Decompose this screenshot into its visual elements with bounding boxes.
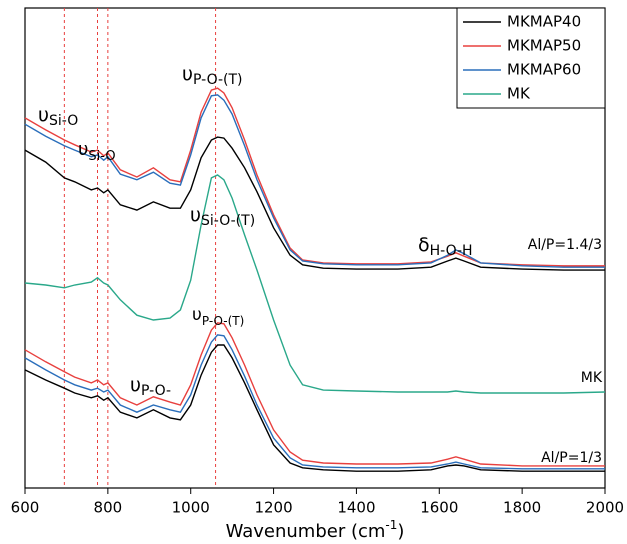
x-axis-label-text: Wavenumber (cm: [226, 521, 386, 542]
spectrum-line: [24, 94, 605, 268]
x-axis-label-sup: -1: [385, 518, 397, 532]
annotation-symbol: υ: [182, 63, 193, 85]
spectrum-line: [24, 174, 606, 394]
annotation-symbol: υ: [38, 104, 49, 126]
spectrum-line: [24, 136, 605, 271]
group-label: MK: [581, 370, 603, 386]
plot-frame: [24, 7, 606, 489]
legend-label: MKMAP60: [507, 61, 581, 79]
annotation-symbol: υ: [192, 305, 202, 325]
annotation: υSi-O: [78, 139, 116, 164]
annotation-subscript: P-O-: [141, 383, 171, 399]
annotation: υSi-O-(T): [190, 204, 255, 230]
legend-label: MKMAP50: [507, 37, 581, 55]
spectrum-line: [24, 322, 605, 467]
x-tick-label: 1800: [503, 499, 541, 517]
annotation: υP-O-(T): [192, 305, 244, 328]
x-tick-label: 1600: [420, 499, 458, 517]
annotation: υP-O-: [130, 374, 171, 400]
annotation: δH-O-H: [418, 234, 473, 260]
x-tick-label: 2000: [586, 499, 624, 517]
annotation: υSi-O: [38, 104, 78, 130]
annotation-subscript: P-O-(T): [202, 314, 244, 328]
legend-label: MK: [507, 85, 531, 103]
annotation-symbol: δ: [418, 234, 430, 256]
legend-label: MKMAP40: [507, 13, 581, 31]
x-tick-label: 600: [11, 499, 40, 517]
annotation-symbol: υ: [130, 374, 141, 396]
x-tick-label: 800: [94, 499, 123, 517]
spectrum-line: [24, 334, 605, 470]
group-label: Al/P=1/3: [541, 450, 602, 466]
annotation-subscript: Si-O: [49, 113, 78, 129]
legend-box: [456, 7, 606, 109]
annotation-subscript: Si-O: [88, 149, 115, 164]
x-tick-label: 1000: [172, 499, 210, 517]
annotation-subscript: P-O-(T): [193, 72, 243, 88]
x-axis-label-tail: ): [397, 521, 404, 542]
spectrum-line: [24, 344, 605, 472]
x-axis-label: Wavenumber (cm-1): [226, 518, 405, 543]
annotation-subscript: H-O-H: [430, 243, 473, 259]
annotation-symbol: υ: [190, 204, 201, 226]
x-tick-label: 1200: [254, 499, 292, 517]
x-tick-label: 1400: [337, 499, 375, 517]
group-label: Al/P=1.4/3: [528, 237, 602, 253]
annotation: υP-O-(T): [182, 63, 243, 89]
annotation-subscript: Si-O-(T): [201, 213, 255, 229]
annotation-symbol: υ: [78, 139, 88, 160]
spectrum-line: [24, 87, 605, 267]
